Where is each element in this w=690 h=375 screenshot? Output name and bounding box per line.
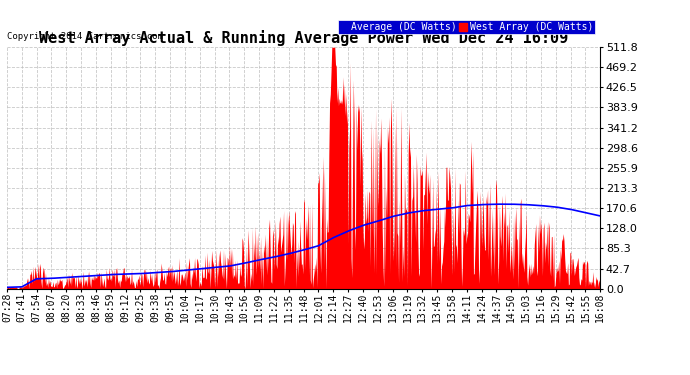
Legend: Average (DC Watts), West Array (DC Watts): Average (DC Watts), West Array (DC Watts… bbox=[338, 20, 595, 34]
Title: West Array Actual & Running Average Power Wed Dec 24 16:09: West Array Actual & Running Average Powe… bbox=[39, 30, 569, 46]
Text: Copyright 2014 Cartronics.com: Copyright 2014 Cartronics.com bbox=[7, 32, 163, 41]
